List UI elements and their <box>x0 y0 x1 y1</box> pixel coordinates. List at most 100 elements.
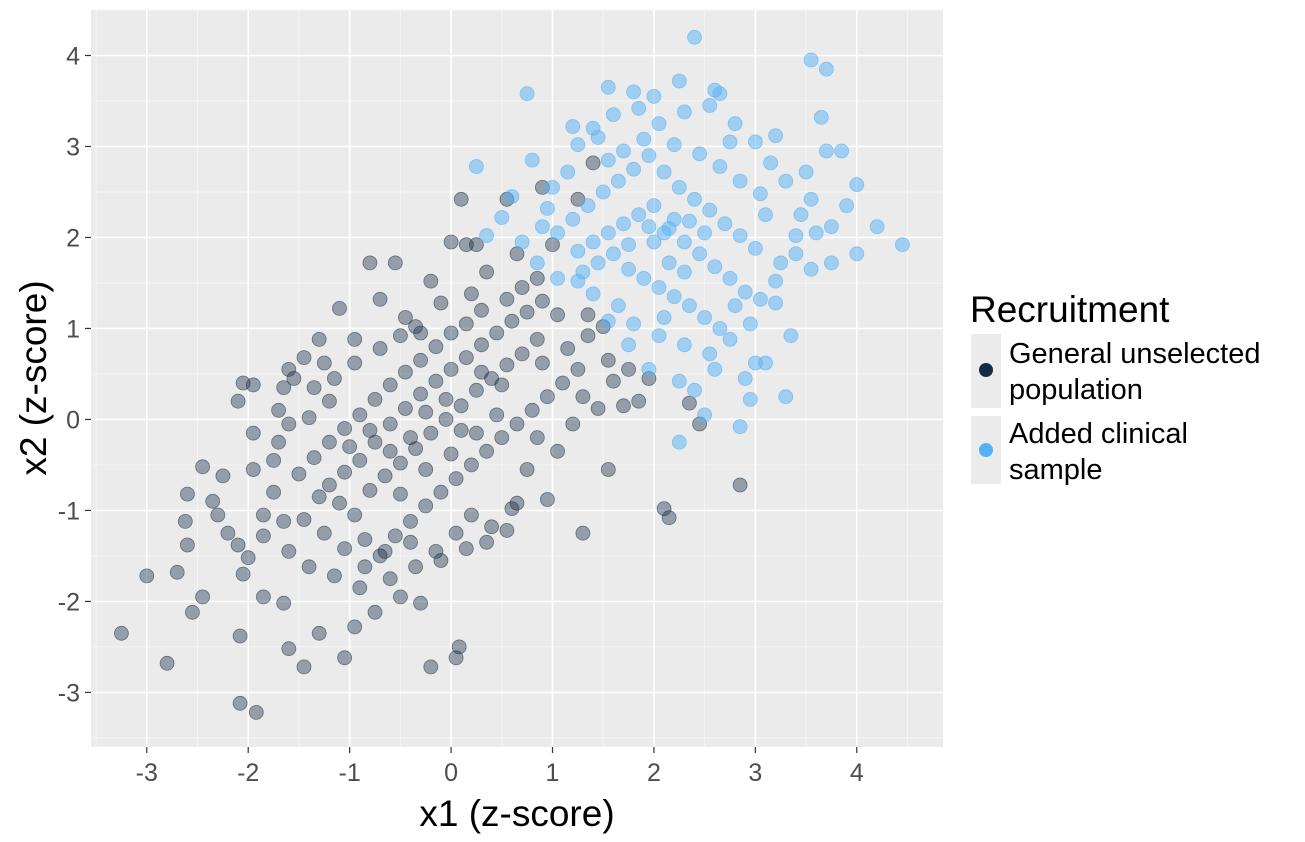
data-point <box>707 361 723 377</box>
data-point <box>266 484 282 500</box>
data-point <box>453 422 469 438</box>
data-point <box>392 486 408 502</box>
data-point <box>529 255 545 271</box>
data-point <box>230 537 246 553</box>
data-point <box>489 325 505 341</box>
data-point <box>651 116 667 132</box>
data-point <box>514 234 530 250</box>
data-point <box>235 566 251 582</box>
data-point <box>606 246 621 262</box>
y-tick-label: -3 <box>58 679 80 707</box>
data-point <box>184 604 200 620</box>
data-point <box>656 164 672 180</box>
data-point <box>560 341 576 356</box>
data-point <box>712 321 728 336</box>
data-point <box>656 225 672 241</box>
data-point <box>768 128 783 144</box>
data-point <box>245 462 261 477</box>
data-point <box>575 525 591 541</box>
data-point <box>499 523 515 538</box>
x-axis-ticks: -3 -2 -1 0 1 2 3 4 <box>136 747 864 787</box>
data-point <box>494 430 510 446</box>
data-point <box>205 493 221 509</box>
data-point <box>722 134 738 150</box>
x-tick-label: 3 <box>748 759 762 787</box>
data-point <box>357 532 373 547</box>
data-point <box>195 459 211 475</box>
data-point <box>367 391 383 407</box>
data-point <box>266 452 282 468</box>
data-point <box>387 528 403 544</box>
data-point <box>641 219 657 235</box>
data-point <box>748 134 763 150</box>
data-point <box>753 186 768 202</box>
data-point <box>114 625 129 641</box>
data-point <box>413 352 429 368</box>
data-point <box>616 216 631 232</box>
data-point <box>697 407 712 423</box>
data-point <box>722 331 738 347</box>
x-tick-label: 0 <box>444 759 458 787</box>
data-point <box>803 52 819 68</box>
data-point <box>798 164 814 180</box>
data-point <box>793 207 809 223</box>
data-point <box>306 450 322 466</box>
data-point <box>722 270 738 286</box>
series-added-clinical <box>468 29 910 450</box>
data-point <box>392 455 408 471</box>
data-point <box>565 416 581 432</box>
data-point <box>621 337 636 353</box>
data-point <box>849 177 865 193</box>
data-point <box>540 389 555 405</box>
data-point <box>316 525 332 541</box>
data-point <box>621 261 636 277</box>
data-point <box>514 280 530 295</box>
data-point <box>519 304 535 320</box>
data-point <box>732 228 748 244</box>
data-point <box>281 544 297 559</box>
data-point <box>382 443 398 459</box>
data-point <box>306 380 322 396</box>
data-point <box>849 246 865 262</box>
legend-label-general-line2: population <box>1009 374 1143 406</box>
data-point <box>271 402 287 418</box>
series-general-unselected <box>114 155 748 720</box>
data-point <box>352 580 368 596</box>
data-point <box>712 159 728 174</box>
data-point <box>763 155 778 171</box>
data-point <box>519 462 535 477</box>
data-point <box>372 341 388 356</box>
data-point <box>458 541 474 556</box>
data-point <box>509 495 525 511</box>
y-axis-title: x2 (z-score) <box>13 280 54 475</box>
data-point <box>311 625 327 641</box>
data-point <box>159 655 175 671</box>
data-point <box>443 361 459 377</box>
data-point <box>687 29 702 45</box>
data-point <box>428 544 444 559</box>
data-point <box>783 328 799 344</box>
data-point <box>560 164 576 180</box>
data-point <box>748 240 763 256</box>
x-tick-label: -1 <box>339 759 361 787</box>
data-point <box>606 373 621 389</box>
data-point <box>423 425 439 441</box>
data-point <box>808 225 824 241</box>
data-point <box>291 466 307 482</box>
data-point <box>697 225 712 241</box>
data-point <box>448 525 464 541</box>
data-point <box>727 298 743 314</box>
data-point <box>408 441 424 457</box>
data-point <box>281 361 297 377</box>
x-tick-label: -2 <box>237 759 259 787</box>
data-point <box>550 270 565 286</box>
data-point <box>408 559 424 575</box>
data-point <box>326 371 342 386</box>
x-axis-title: x1 (z-score) <box>419 793 614 834</box>
data-point <box>337 464 353 480</box>
data-point <box>240 550 256 566</box>
data-point <box>611 173 626 189</box>
data-point <box>590 255 606 271</box>
data-point <box>666 211 682 227</box>
